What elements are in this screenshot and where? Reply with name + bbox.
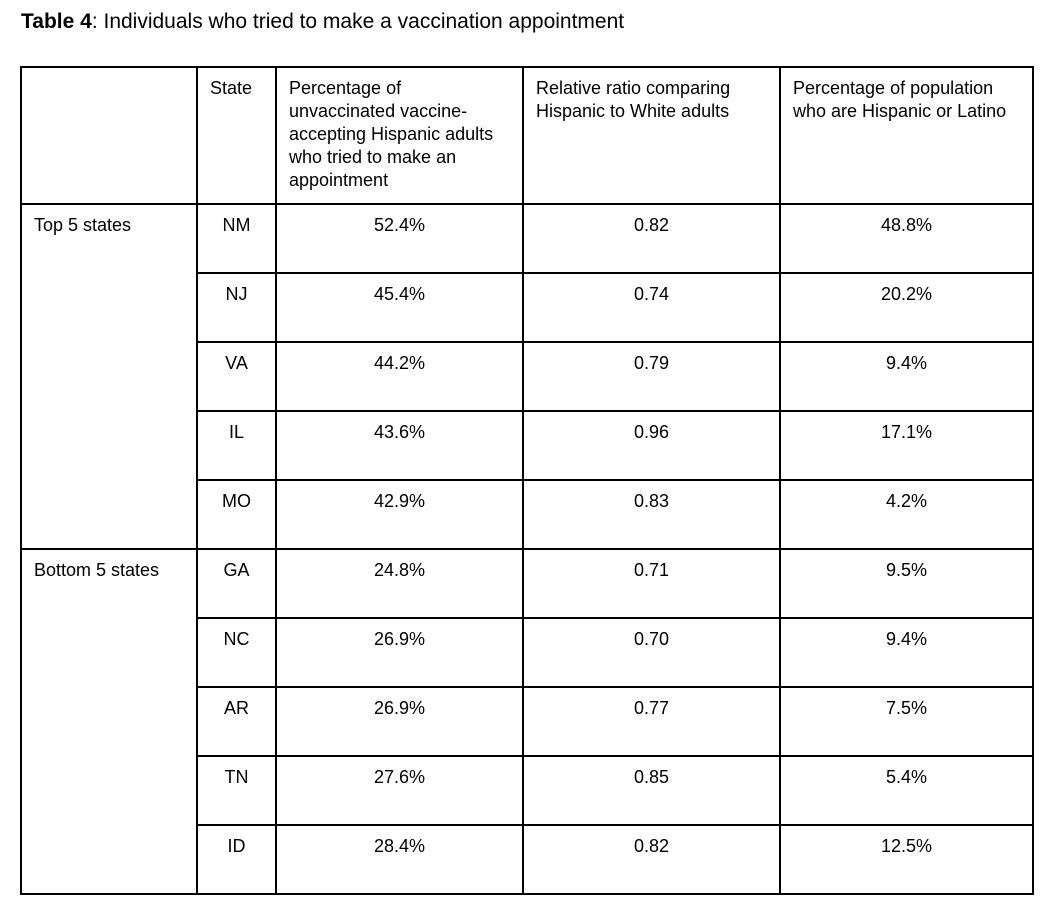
cell-percentage-tried: 42.9% [275,479,524,550]
table-row: AR 26.9% 0.77 7.5% [21,686,1034,757]
table-row: Bottom 5 states GA 24.8% 0.71 9.5% [20,548,1034,895]
table-row: VA 44.2% 0.79 9.4% [21,341,1034,412]
table-row: NJ 45.4% 0.74 20.2% [21,272,1034,343]
cell-relative-ratio: 0.79 [522,341,781,412]
group-cell-bottom5: Bottom 5 states [20,548,198,895]
cell-population-hispanic: 7.5% [779,686,1034,757]
cell-population-hispanic: 9.4% [779,617,1034,688]
cell-percentage-tried: 26.9% [275,617,524,688]
header-row: State Percentage of unvaccinated vaccine… [20,66,1034,205]
cell-relative-ratio: 0.70 [522,617,781,688]
table-row: Top 5 states NM 52.4% 0.82 48.8% [20,203,1034,550]
cell-state: VA [196,341,277,412]
table-caption: Table 4: Individuals who tried to make a… [21,8,624,36]
cell-percentage-tried: 45.4% [275,272,524,343]
header-cell-relative-ratio: Relative ratio comparing Hispanic to Whi… [522,66,781,205]
cell-percentage-tried: 43.6% [275,410,524,481]
cell-population-hispanic: 12.5% [779,824,1034,895]
cell-relative-ratio: 0.71 [522,548,781,619]
table-row: IL 43.6% 0.96 17.1% [21,410,1034,481]
cell-state: NC [196,617,277,688]
cell-relative-ratio: 0.74 [522,272,781,343]
table-caption-label: Table 4 [21,10,92,33]
cell-percentage-tried: 52.4% [275,203,524,274]
cell-relative-ratio: 0.82 [522,824,781,895]
table-row: MO 42.9% 0.83 4.2% [21,479,1034,550]
cell-relative-ratio: 0.96 [522,410,781,481]
cell-state: MO [196,479,277,550]
cell-percentage-tried: 24.8% [275,548,524,619]
group-cell-top5: Top 5 states [20,203,198,550]
cell-population-hispanic: 17.1% [779,410,1034,481]
cell-population-hispanic: 5.4% [779,755,1034,826]
cell-percentage-tried: 28.4% [275,824,524,895]
cell-population-hispanic: 4.2% [779,479,1034,550]
table-row: NC 26.9% 0.70 9.4% [21,617,1034,688]
cell-percentage-tried: 27.6% [275,755,524,826]
cell-state: IL [196,410,277,481]
header-cell-percentage-tried: Percentage of unvaccinated vaccine-accep… [275,66,524,205]
table-row: TN 27.6% 0.85 5.4% [21,755,1034,826]
header-cell-group [20,66,198,205]
cell-percentage-tried: 26.9% [275,686,524,757]
cell-relative-ratio: 0.77 [522,686,781,757]
header-cell-state: State [196,66,277,205]
cell-relative-ratio: 0.83 [522,479,781,550]
table-caption-text: : Individuals who tried to make a vaccin… [91,10,625,33]
cell-percentage-tried: 44.2% [275,341,524,412]
cell-population-hispanic: 48.8% [779,203,1034,274]
cell-state: GA [196,548,277,619]
cell-state: NJ [196,272,277,343]
cell-state: ID [196,824,277,895]
table-row: ID 28.4% 0.82 12.5% [21,824,1034,895]
cell-state: AR [196,686,277,757]
cell-relative-ratio: 0.85 [522,755,781,826]
cell-state: NM [196,203,277,274]
vaccination-appointment-table: State Percentage of unvaccinated vaccine… [20,66,1034,895]
cell-relative-ratio: 0.82 [522,203,781,274]
header-cell-population-hispanic: Percentage of population who are Hispani… [779,66,1034,205]
cell-population-hispanic: 9.4% [779,341,1034,412]
cell-population-hispanic: 9.5% [779,548,1034,619]
cell-population-hispanic: 20.2% [779,272,1034,343]
cell-state: TN [196,755,277,826]
